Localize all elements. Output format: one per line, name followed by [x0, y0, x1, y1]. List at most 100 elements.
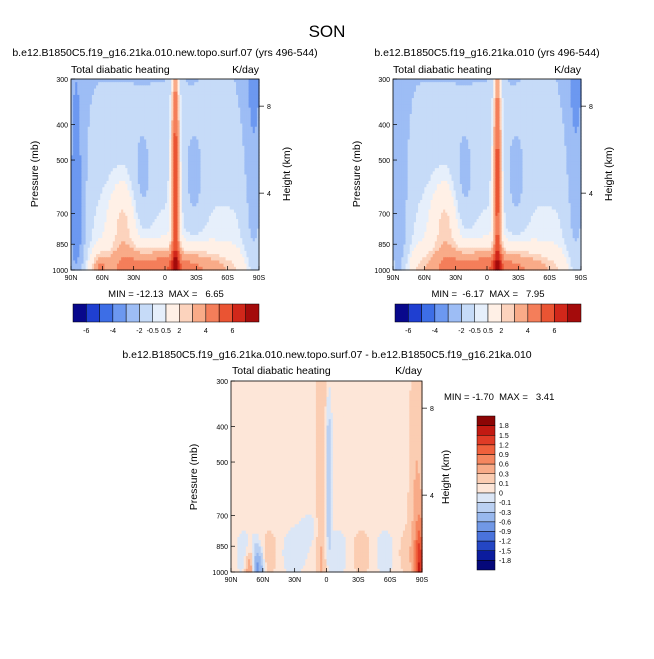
field-cell — [108, 88, 112, 93]
field-cell — [210, 88, 214, 93]
field-cell — [146, 139, 149, 144]
field-cell — [146, 101, 149, 106]
field-cell — [244, 164, 248, 169]
field-cell — [213, 177, 216, 182]
field-cell — [198, 88, 202, 93]
field-cell — [104, 110, 108, 115]
field-cell — [87, 190, 91, 195]
field-cell — [185, 139, 189, 144]
field-cell — [154, 126, 158, 131]
field-cell — [100, 88, 103, 93]
field-cell — [196, 126, 200, 131]
field-cell — [244, 94, 248, 99]
field-cell — [238, 177, 241, 182]
field-cell — [246, 142, 250, 147]
field-cell — [196, 88, 200, 93]
field-cell — [250, 94, 254, 99]
field-cell — [244, 158, 248, 163]
field-cell — [89, 161, 93, 166]
field-cell — [160, 107, 164, 112]
field-cell — [144, 123, 147, 128]
field-cell — [148, 136, 151, 141]
field-cell — [142, 129, 145, 134]
field-cell — [154, 142, 158, 147]
field-cell — [169, 91, 172, 96]
field-cell — [135, 161, 139, 166]
field-cell — [173, 164, 177, 169]
field-cell — [198, 187, 202, 192]
field-cell — [167, 193, 170, 198]
field-cell — [194, 120, 197, 125]
field-cell — [171, 152, 174, 156]
field-cell — [198, 98, 202, 102]
field-cell — [73, 114, 76, 118]
field-cell — [110, 149, 114, 153]
field-cell — [221, 149, 225, 153]
field-cell — [181, 133, 185, 137]
field-cell — [75, 117, 78, 121]
field-cell — [210, 136, 214, 141]
field-cell — [175, 171, 179, 176]
field-cell — [133, 79, 137, 83]
field-cell — [185, 161, 189, 166]
field-cell — [104, 101, 108, 106]
field-cell — [236, 187, 239, 192]
field-cell — [133, 187, 137, 192]
field-cell — [238, 142, 241, 147]
field-cell — [236, 190, 239, 195]
field-cell — [85, 164, 89, 169]
field-cell — [165, 133, 168, 137]
field-cell — [165, 120, 168, 125]
field-cell — [131, 168, 135, 172]
field-cell — [171, 79, 174, 83]
field-cell — [233, 164, 237, 169]
field-cell — [131, 79, 135, 83]
field-cell — [177, 174, 181, 179]
field-cell — [233, 193, 237, 198]
field-cell — [121, 88, 124, 93]
field-cell — [73, 104, 76, 109]
field-cell — [231, 136, 235, 141]
field-cell — [167, 174, 170, 179]
field-cell — [227, 107, 231, 112]
field-cell — [254, 107, 258, 112]
field-cell — [131, 155, 135, 160]
field-cell — [146, 94, 149, 99]
field-cell — [196, 193, 200, 198]
field-cell — [148, 149, 151, 153]
field-cell — [252, 126, 256, 131]
field-cell — [213, 79, 216, 83]
field-cell — [71, 168, 74, 172]
field-cell — [150, 142, 154, 147]
field-cell — [233, 114, 237, 118]
field-cell — [144, 145, 147, 150]
field-cell — [93, 136, 97, 141]
field-cell — [144, 91, 147, 96]
field-cell — [179, 177, 183, 182]
field-cell — [231, 101, 235, 106]
field-cell — [177, 171, 181, 176]
field-cell — [229, 85, 233, 90]
field-cell — [98, 136, 101, 141]
field-cell — [238, 104, 241, 109]
field-cell — [167, 149, 170, 153]
field-cell — [152, 155, 156, 160]
field-cell — [96, 126, 99, 131]
field-cell — [144, 133, 147, 137]
field-cell — [204, 164, 208, 169]
field-cell — [215, 114, 218, 118]
field-cell — [144, 120, 147, 125]
field-cell — [231, 145, 235, 150]
field-cell — [93, 123, 97, 128]
field-cell — [240, 104, 243, 109]
field-cell — [229, 94, 233, 99]
field-cell — [156, 114, 160, 118]
field-cell — [152, 152, 156, 156]
field-cell — [75, 152, 78, 156]
field-cell — [254, 145, 258, 150]
field-cell — [208, 145, 212, 150]
field-cell — [91, 158, 95, 163]
field-cell — [96, 82, 99, 86]
field-cell — [171, 136, 174, 141]
field-cell — [206, 164, 210, 169]
